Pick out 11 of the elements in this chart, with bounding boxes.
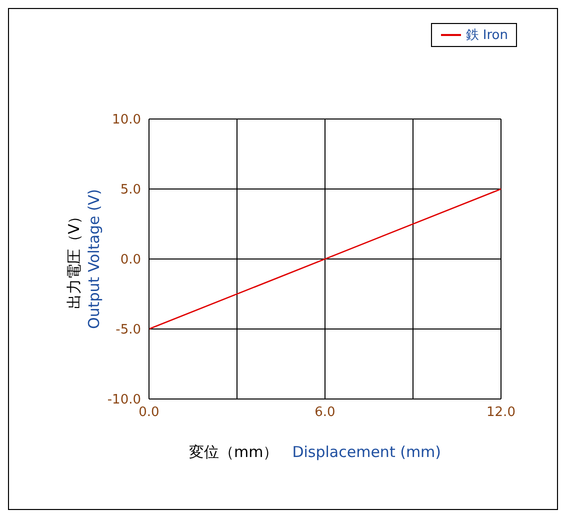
- y-axis-title: 出力電圧（V） Output Voltage (V): [65, 189, 103, 329]
- y-tick-label: -5.0: [116, 322, 141, 338]
- y-tick-label: -10.0: [107, 392, 141, 408]
- x-tick-label: 6.0: [314, 405, 336, 420]
- x-axis-title: 変位（mm） Displacement (mm): [188, 443, 442, 461]
- y-tick-label: 5.0: [120, 182, 141, 198]
- x-tick-label: 0.0: [138, 405, 160, 420]
- y-tick-label: 10.0: [112, 112, 141, 128]
- legend-label: 鉄 Iron: [466, 27, 508, 44]
- y-tick-label: 0.0: [120, 252, 141, 268]
- x-tick-label: 12.0: [486, 405, 516, 420]
